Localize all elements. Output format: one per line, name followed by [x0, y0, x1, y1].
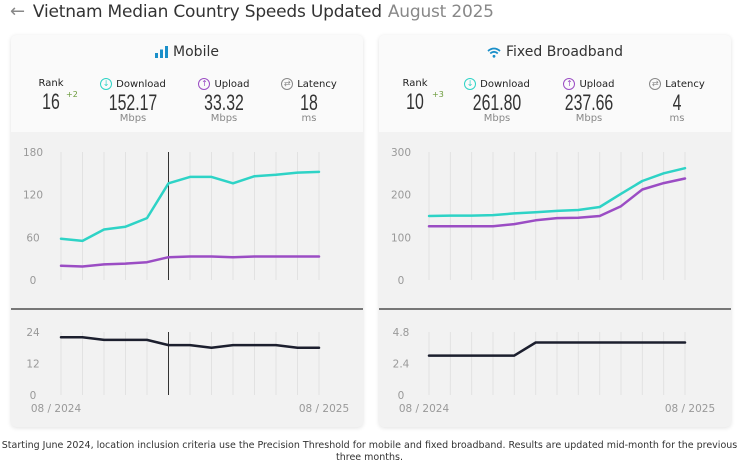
download-stat: ↓ Download 261.80 Mbps	[457, 78, 537, 124]
upload-stat: ↑ Upload 33.32 Mbps	[189, 78, 259, 124]
signal-bars-icon	[155, 46, 169, 58]
page-header: ← Vietnam Median Country Speeds Updated …	[10, 1, 494, 23]
arrow-left-icon[interactable]: ←	[10, 1, 25, 22]
latency-value: 18	[300, 90, 318, 115]
rank-stat: Rank 10 +3	[395, 78, 444, 114]
latency-stat: ⇄ Latency 18 ms	[279, 78, 339, 124]
upload-line	[59, 255, 321, 268]
upload-label: Upload	[214, 78, 250, 90]
chart-separator	[11, 308, 363, 310]
y-tick-label: 180	[23, 147, 43, 159]
mobile-stats: Mobile Rank 16 +2 ↓ Download 152.17 Mbps …	[11, 35, 363, 132]
y-tick-label: 0	[398, 390, 405, 402]
rank-label: Rank	[402, 78, 428, 89]
y-tick-label: 24	[26, 327, 40, 339]
page-title: Vietnam Median Country Speeds Updated	[32, 2, 382, 22]
latency-stat: ⇄ Latency 4 ms	[647, 78, 707, 124]
rank-change: +3	[432, 90, 444, 99]
upload-line	[427, 177, 687, 228]
upload-icon: ↑	[563, 78, 576, 90]
wifi-icon	[487, 47, 501, 58]
y-tick-label: 100	[391, 232, 411, 244]
y-tick-label: 0	[398, 275, 405, 287]
latency-icon: ⇄	[281, 78, 294, 90]
download-line	[427, 166, 687, 218]
y-tick-label: 4.8	[393, 327, 410, 339]
download-icon: ↓	[100, 78, 113, 90]
download-unit: Mbps	[483, 113, 511, 124]
mobile-panel: Mobile Rank 16 +2 ↓ Download 152.17 Mbps …	[11, 35, 363, 427]
rank-value: 16	[42, 89, 60, 114]
x-tick-label: 08 / 2024	[31, 403, 82, 415]
upload-label: Upload	[579, 78, 615, 90]
y-tick-label: 0	[30, 275, 37, 287]
latency-unit: ms	[301, 113, 317, 124]
x-tick-label: 08 / 2024	[399, 403, 450, 415]
fixed-charts[interactable]: 0 100 200 300 0 2.4 4.8 08 / 2024 08 / 2025	[379, 132, 731, 427]
upload-value: 237.66	[564, 90, 614, 115]
download-stat: ↓ Download 152.17 Mbps	[93, 78, 173, 124]
download-label: Download	[116, 78, 166, 90]
upload-unit: Mbps	[575, 113, 603, 124]
y-tick-label: 12	[26, 359, 39, 371]
x-tick-label: 08 / 2025	[299, 403, 349, 415]
latency-line	[427, 341, 687, 357]
y-tick-label: 120	[23, 190, 43, 202]
chart-separator	[379, 308, 731, 310]
fixed-panel-title: Fixed Broadband	[379, 44, 731, 60]
latency-label: Latency	[665, 78, 705, 90]
upload-stat: ↑ Upload 237.66 Mbps	[551, 78, 627, 124]
footer-note: Starting June 2024, location inclusion c…	[1, 440, 738, 463]
download-label: Download	[480, 78, 530, 90]
download-line	[59, 170, 321, 243]
download-value: 261.80	[472, 90, 522, 115]
latency-icon: ⇄	[649, 78, 662, 90]
upload-unit: Mbps	[210, 113, 238, 124]
download-icon: ↓	[464, 78, 477, 90]
upload-value: 33.32	[204, 90, 244, 115]
y-tick-label: 2.4	[393, 359, 410, 371]
rank-value: 10	[406, 89, 424, 114]
download-value: 152.17	[108, 90, 158, 115]
rank-label: Rank	[38, 78, 64, 89]
update-date: August 2025	[387, 2, 494, 22]
mobile-panel-title: Mobile	[11, 44, 363, 60]
latency-label: Latency	[297, 78, 337, 90]
latency-line	[59, 336, 321, 350]
latency-unit: ms	[669, 113, 685, 124]
fixed-stats: Fixed Broadband Rank 10 +3 ↓ Download 261…	[379, 35, 731, 132]
mobile-charts[interactable]: 0 60 120 180 0 12 24 08 / 2024 08 / 2025	[11, 132, 363, 427]
latency-value: 4	[672, 90, 682, 115]
x-tick-label: 08 / 2025	[665, 403, 715, 415]
y-tick-label: 60	[26, 232, 39, 244]
fixed-broadband-panel: Fixed Broadband Rank 10 +3 ↓ Download 261…	[379, 35, 731, 427]
y-tick-label: 200	[391, 190, 411, 202]
rank-change: +2	[66, 90, 78, 99]
y-tick-label: 300	[391, 147, 411, 159]
rank-stat: Rank 16 +2	[31, 78, 78, 114]
y-tick-label: 0	[30, 390, 37, 402]
upload-icon: ↑	[198, 78, 211, 90]
download-unit: Mbps	[119, 113, 147, 124]
